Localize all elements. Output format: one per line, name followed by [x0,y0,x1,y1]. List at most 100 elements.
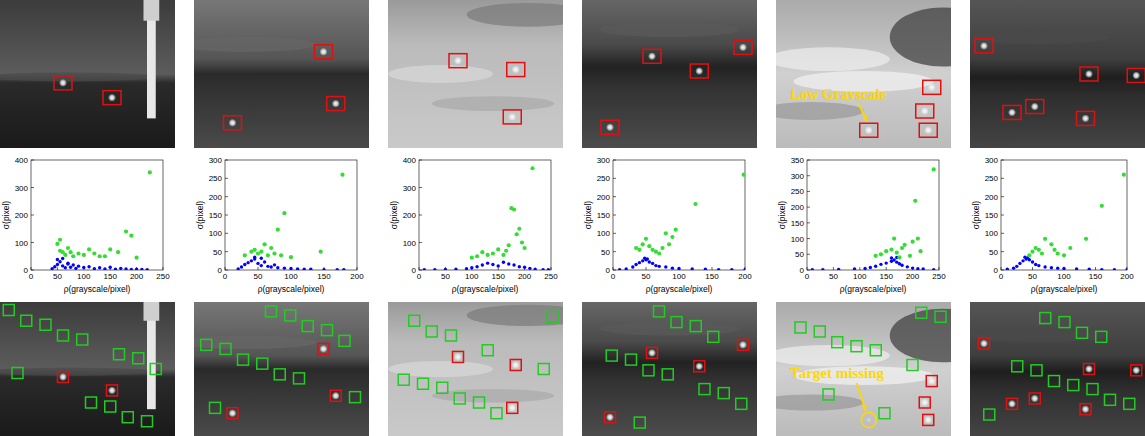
background-box [1087,384,1098,395]
point [56,258,59,261]
point [528,267,531,270]
background-box [879,408,890,419]
point [677,267,680,270]
point [87,247,91,251]
target-spot [739,43,747,51]
point [93,267,96,270]
point [273,263,276,266]
image-panel [194,302,369,436]
plot-frame [419,160,551,270]
x-tick [551,267,552,270]
background-box [795,322,806,333]
y-tick [31,242,34,243]
background-box [266,306,277,317]
y-tick [613,233,616,234]
y-tick-label: 100 [985,229,999,238]
y-axis-title: σ(pixel) [389,201,399,230]
target-spot [924,416,932,424]
target-box [327,97,345,111]
point [266,253,270,257]
point [730,268,733,270]
x-axis-title: ρ(grayscale/pixel) [840,284,907,294]
y-tick [613,215,616,216]
y-tick-label: 100 [791,235,805,244]
point [1122,173,1126,177]
point [475,265,478,268]
point [148,170,152,174]
y-tick [807,222,810,223]
point [657,251,661,255]
background-box [814,326,825,337]
point [900,264,903,267]
point [1056,251,1060,255]
y-tick-label: 100 [403,239,417,248]
image-panel [776,302,951,436]
target-box [510,359,521,370]
x-tick [712,267,713,270]
annotation: Target missing [790,365,885,381]
annotations: Low GrayscaleTarget missing [790,86,887,427]
y-tick-label: 50 [601,248,610,257]
background-box [916,307,927,318]
y-axis-title: σ(pixel) [583,201,593,230]
point [135,256,139,260]
background-box [1059,317,1070,328]
point [1034,263,1037,266]
arrow-line [857,383,866,411]
x-tick-label: 150 [705,272,719,281]
missing-circle [861,412,876,427]
target-spot [606,413,614,421]
point [61,250,65,254]
point [279,253,283,257]
scatter-chart: 0501001502002500100200300400ρ(grayscale/… [1,156,170,294]
y-tick-label: 150 [597,211,611,220]
target-box [694,361,705,372]
image-background [970,0,1145,148]
y-tick [225,178,228,179]
point [58,260,61,263]
point [64,266,67,269]
point [911,240,915,244]
point [641,242,645,246]
y-tick [613,251,616,252]
y-tick [613,160,616,161]
background-box [662,369,673,380]
point [470,266,473,269]
point [71,254,75,258]
y-tick [1001,233,1004,234]
target-box [923,414,934,425]
point [272,251,276,255]
target-spot [108,386,116,394]
target-box [605,412,616,423]
y-tick [225,233,228,234]
image-panel [194,0,369,148]
image-panel [388,0,563,148]
background-box [1077,327,1088,338]
point [507,243,511,247]
figure: 0501001502002500100200300400ρ(grayscale/… [0,0,1145,436]
point [646,257,649,260]
background-box [690,321,701,332]
point [654,264,657,267]
y-tick-label: 200 [597,193,611,202]
background-box [1049,376,1060,387]
cloud [388,65,493,83]
point [263,260,266,263]
point [879,252,883,256]
point [897,255,901,259]
y-tick [807,175,810,176]
point [1031,260,1034,263]
point [504,249,508,253]
point [336,268,339,270]
target-spot [1085,365,1093,373]
point [507,262,510,265]
point [491,263,494,266]
point [116,250,120,254]
target-spot [606,123,614,131]
point [533,267,536,270]
image-panel [970,302,1145,436]
point [932,167,936,171]
point [1043,265,1046,268]
point [509,206,513,210]
background-box [418,378,429,389]
